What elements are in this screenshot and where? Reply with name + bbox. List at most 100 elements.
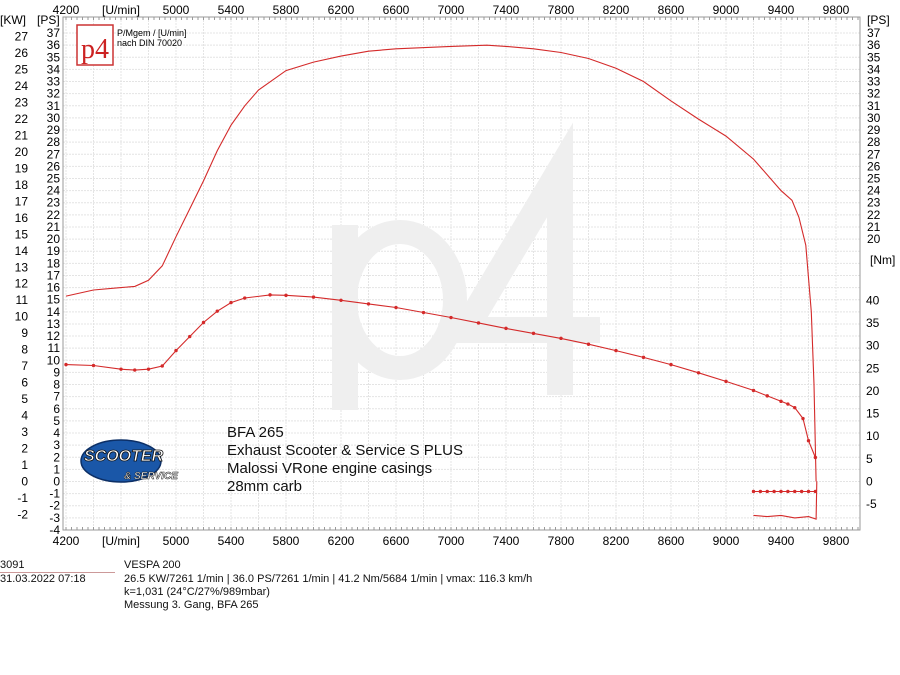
ps-tick-label-right: 32 [867, 87, 881, 101]
torque-data-point [801, 416, 805, 421]
nm-tick-label: 30 [866, 339, 880, 353]
torque-data-point [201, 320, 206, 325]
x-tick-label-top: 5000 [163, 3, 190, 17]
ps-tick-label-right: 35 [867, 50, 881, 64]
ps-tick-label-left: 5 [53, 414, 60, 428]
watermark-p-bowl [333, 220, 467, 380]
torque-data-point [724, 379, 728, 384]
torque-data-point [476, 321, 481, 325]
ps-tick-label-left: 13 [47, 317, 61, 331]
torque-data-point [339, 298, 343, 302]
kw-tick-label: 0 [21, 475, 28, 489]
legend-line: nach DIN 70020 [117, 38, 182, 48]
x-tick-label-top: 7400 [493, 3, 520, 17]
ps-tick-label-right: 37 [867, 26, 881, 40]
results-summary: 26.5 KW/7261 1/min | 36.0 PS/7261 1/min … [124, 573, 533, 585]
ps-tick-label-left: 8 [53, 378, 60, 392]
nm-tick-label: 10 [866, 429, 880, 443]
ps-tick-label-right: 21 [867, 220, 881, 234]
p4-logo: p4 [81, 34, 109, 65]
x-tick-label-bottom: 5400 [218, 534, 245, 548]
torque-data-point [119, 367, 123, 371]
ps-tick-label-left: 18 [47, 256, 61, 270]
ps-tick-label-left: 2 [53, 450, 60, 464]
ps-tick-label-left: 31 [47, 99, 61, 113]
ps-tick-label-left: -2 [49, 499, 60, 513]
ps-tick-label-left: 15 [47, 293, 61, 307]
torque-data-point [779, 489, 783, 494]
kw-tick-label: 19 [15, 161, 29, 175]
torque-data-point [786, 489, 790, 494]
dyno-chart: 4200420050005000540054005800580062006200… [0, 3, 895, 548]
torque-data-point [772, 489, 776, 494]
ps-tick-label-left: 7 [53, 390, 60, 404]
ps-tick-label-left: 32 [47, 87, 61, 101]
x-tick-label-bottom: 7400 [493, 534, 520, 548]
ps-tick-label-right: 29 [867, 123, 881, 137]
kw-axis-label: [KW] [0, 13, 26, 27]
x-tick-label-bottom: 9400 [768, 534, 795, 548]
torque-data-point [160, 364, 164, 368]
torque-data-point [641, 355, 646, 360]
x-tick-label-bottom: 9800 [823, 534, 850, 548]
ps-tick-label-left: 1 [53, 462, 60, 476]
x-tick-label-bottom: 6200 [328, 534, 355, 548]
ps-tick-label-right: 31 [867, 99, 881, 113]
kw-tick-label: -1 [17, 491, 28, 505]
nm-tick-label: 5 [866, 452, 873, 466]
annotation-line: BFA 265 [227, 424, 284, 441]
nm-tick-label: 0 [866, 475, 873, 489]
x-tick-label-top: 8200 [603, 3, 630, 17]
kw-tick-label: 24 [15, 79, 29, 93]
torque-data-point [765, 394, 769, 398]
ps-tick-label-left: 23 [47, 196, 61, 210]
x-tick-label-top: 9800 [823, 3, 850, 17]
kw-tick-label: 1 [21, 458, 28, 472]
ps-tick-label-left: 4 [53, 426, 60, 440]
kw-tick-label: 27 [15, 30, 29, 44]
ps-tick-label-right: 27 [867, 147, 881, 161]
kw-tick-label: 26 [15, 46, 29, 60]
kw-tick-label: 5 [21, 392, 28, 406]
ps-tick-label-left: 35 [47, 50, 61, 64]
ps-tick-label-right: 30 [867, 111, 881, 125]
torque-data-point [559, 336, 563, 341]
torque-data-point [268, 293, 272, 297]
ps-tick-label-left: 6 [53, 402, 60, 416]
ps-tick-label-left: 19 [47, 244, 61, 258]
x-tick-label-bottom: 7800 [548, 534, 575, 548]
torque-data-point [813, 489, 818, 494]
torque-data-point [421, 310, 426, 315]
torque-data-point [229, 300, 233, 305]
ps-tick-label-left: 10 [47, 353, 61, 367]
x-tick-label-bottom: 5800 [273, 534, 300, 548]
ps-tick-label-left: 29 [47, 123, 61, 137]
ps-tick-label-left: 22 [47, 208, 61, 222]
p4-logo-box [76, 24, 114, 66]
kw-tick-label: 10 [15, 310, 29, 324]
ps-tick-label-left: 24 [47, 184, 61, 198]
ps-tick-label-left: 16 [47, 281, 61, 295]
kw-tick-label: 8 [21, 343, 28, 357]
ps-tick-label-left: 36 [47, 38, 61, 52]
ps-tick-label-left: 12 [47, 329, 61, 343]
torque-data-point [806, 489, 811, 494]
x-tick-label-top: 5400 [218, 3, 245, 17]
nm-tick-label: 20 [866, 384, 880, 398]
ps-tick-label-left: 3 [53, 438, 60, 452]
kw-tick-label: 11 [16, 293, 29, 307]
brand-logo-ellipse [80, 439, 162, 483]
ps-tick-label-left: 21 [47, 220, 61, 234]
kw-tick-label: -2 [17, 507, 28, 521]
x-tick-label-bottom: 8600 [658, 534, 685, 548]
torque-data-point [751, 489, 756, 494]
brand-logo-text: SCOOTER [84, 448, 164, 465]
ps-tick-label-left: 26 [47, 159, 61, 173]
torque-data-point [779, 399, 783, 404]
nm-tick-label: -5 [866, 497, 877, 511]
torque-data-point [531, 331, 536, 336]
annotation-line: 28mm carb [227, 478, 303, 495]
x-tick-label-top: 9400 [768, 3, 795, 17]
kw-tick-label: 21 [15, 128, 29, 142]
kw-tick-label: 7 [21, 359, 28, 373]
